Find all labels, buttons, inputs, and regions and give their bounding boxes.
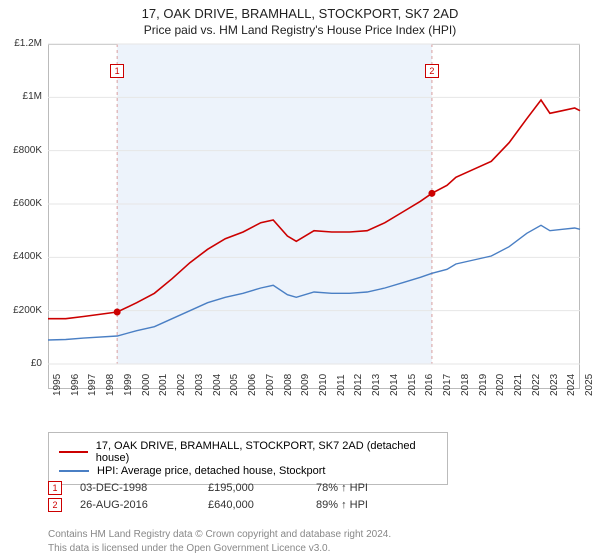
y-tick-label: £1.2M [0,38,42,49]
x-tick-label: 2014 [389,374,400,396]
sale-price: £195,000 [208,482,298,494]
legend-label: 17, OAK DRIVE, BRAMHALL, STOCKPORT, SK7 … [96,440,437,464]
legend-item: HPI: Average price, detached house, Stoc… [59,465,437,477]
title-block: 17, OAK DRIVE, BRAMHALL, STOCKPORT, SK7 … [0,0,600,39]
y-tick-label: £400K [0,251,42,262]
x-tick-label: 1997 [87,374,98,396]
sale-hpi: 89% ↑ HPI [316,499,368,511]
x-tick-label: 2019 [478,374,489,396]
legend-item: 17, OAK DRIVE, BRAMHALL, STOCKPORT, SK7 … [59,440,437,464]
x-tick-label: 2016 [424,374,435,396]
x-tick-label: 2011 [336,374,347,396]
legend-swatch [59,470,89,472]
sale-badge: 1 [48,481,62,495]
x-tick-label: 1998 [105,374,116,396]
y-tick-label: £800K [0,145,42,156]
x-tick-label: 2005 [229,374,240,396]
sale-marker-badge: 1 [110,64,124,78]
x-tick-label: 2022 [531,374,542,396]
sale-row: 2 26-AUG-2016 £640,000 89% ↑ HPI [48,498,368,512]
x-tick-label: 1996 [70,374,81,396]
x-tick-label: 2020 [495,374,506,396]
sale-date: 03-DEC-1998 [80,482,190,494]
sales-table: 1 03-DEC-1998 £195,000 78% ↑ HPI 2 26-AUG-201… [48,478,368,515]
footer-line-1: Contains HM Land Registry data © Crown c… [48,528,391,542]
y-tick-label: £200K [0,305,42,316]
y-tick-label: £0 [0,358,42,369]
sale-hpi: 78% ↑ HPI [316,482,368,494]
x-tick-label: 2018 [460,374,471,396]
x-tick-label: 2013 [371,374,382,396]
x-tick-label: 2001 [158,374,169,396]
legend-label: HPI: Average price, detached house, Stoc… [97,465,326,477]
sale-row: 1 03-DEC-1998 £195,000 78% ↑ HPI [48,481,368,495]
x-tick-label: 2008 [283,374,294,396]
x-tick-label: 2000 [141,374,152,396]
legend-swatch [59,451,88,453]
x-tick-label: 2021 [513,374,524,396]
x-tick-label: 2017 [442,374,453,396]
line-chart [48,44,580,364]
x-tick-label: 2002 [176,374,187,396]
sale-marker-badge: 2 [425,64,439,78]
x-tick-label: 1999 [123,374,134,396]
x-tick-label: 2006 [247,374,258,396]
footer-line-2: This data is licensed under the Open Gov… [48,542,391,556]
y-tick-label: £1M [0,91,42,102]
x-tick-label: 2015 [407,374,418,396]
x-tick-label: 2025 [584,374,595,396]
footer-attribution: Contains HM Land Registry data © Crown c… [48,528,391,555]
x-tick-label: 2012 [353,374,364,396]
x-tick-label: 2009 [300,374,311,396]
x-tick-label: 2007 [265,374,276,396]
page-title: 17, OAK DRIVE, BRAMHALL, STOCKPORT, SK7 … [0,6,600,21]
sale-date: 26-AUG-2016 [80,499,190,511]
page-subtitle: Price paid vs. HM Land Registry's House … [0,23,600,37]
x-tick-label: 2023 [549,374,560,396]
x-tick-label: 2010 [318,374,329,396]
x-tick-label: 2004 [212,374,223,396]
y-tick-label: £600K [0,198,42,209]
x-tick-label: 1995 [52,374,63,396]
x-tick-label: 2024 [566,374,577,396]
sale-badge: 2 [48,498,62,512]
x-tick-label: 2003 [194,374,205,396]
sale-price: £640,000 [208,499,298,511]
